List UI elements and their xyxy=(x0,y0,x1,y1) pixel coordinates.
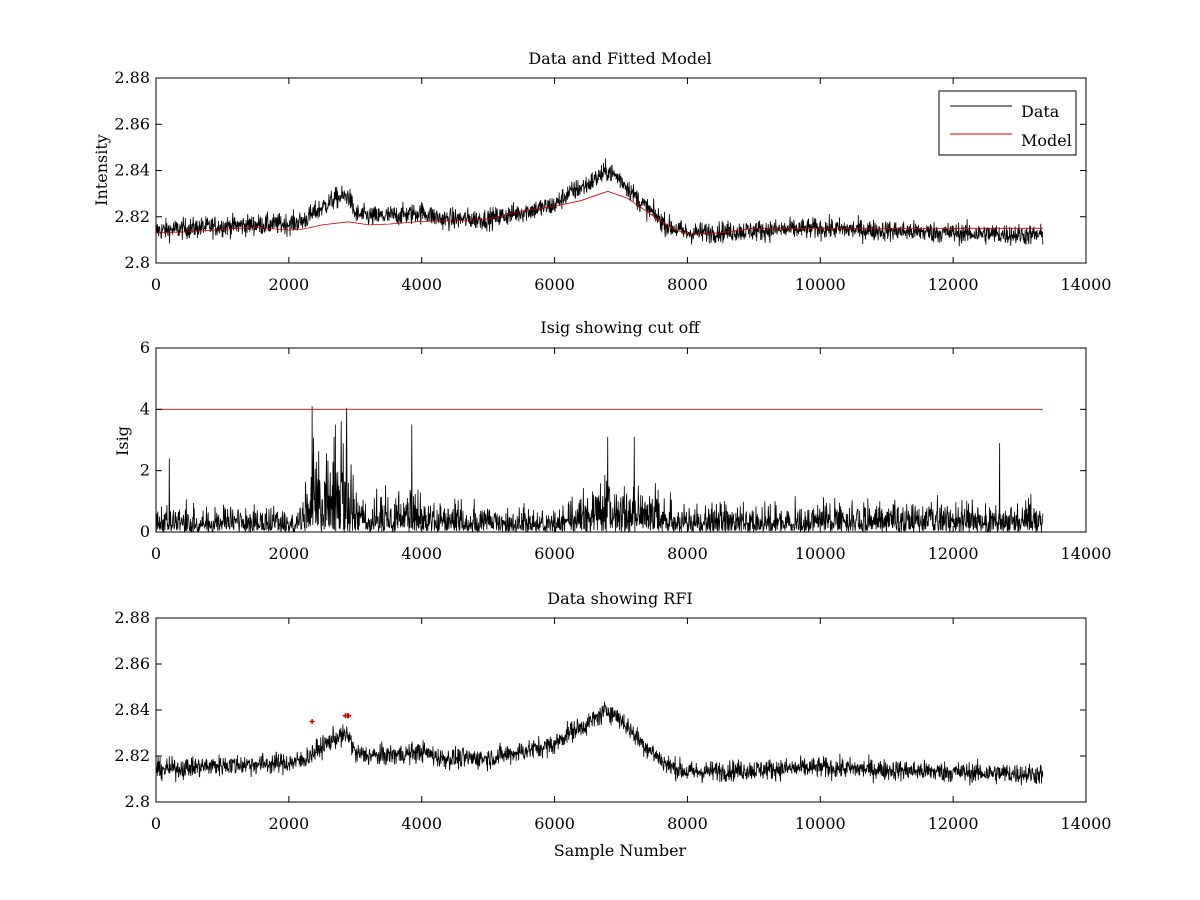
panel-title: Data showing RFI xyxy=(547,589,692,608)
panel-title: Isig showing cut off xyxy=(540,318,701,337)
y-tick-label: 2.84 xyxy=(114,161,150,180)
series-line-data xyxy=(156,158,1044,247)
y-tick-label: 6 xyxy=(140,338,150,357)
panel-data-showing-rfi: Data showing RFI 0 2000 4000 6000 8000 10000 1… xyxy=(114,589,1111,833)
y-tick-label: 2.8 xyxy=(125,253,150,272)
panel-title: Data and Fitted Model xyxy=(528,49,711,68)
x-tick-label: 8000 xyxy=(667,544,708,563)
rfi-marker xyxy=(309,719,315,724)
x-tick-label: 0 xyxy=(151,275,161,294)
y-tick-label: 0 xyxy=(140,522,150,541)
x-tick-label: 4000 xyxy=(401,544,442,563)
x-tick-label: 10000 xyxy=(795,814,846,833)
x-tick-label: 12000 xyxy=(928,275,979,294)
x-tick-label: 8000 xyxy=(667,814,708,833)
legend: Data Model xyxy=(938,90,1077,156)
y-tick-label: 2.84 xyxy=(114,700,150,719)
x-tick-label: 0 xyxy=(151,814,161,833)
y-tick-label: 2.88 xyxy=(114,68,150,87)
axes: 0 2000 4000 6000 8000 10000 12000 14000 2.8 2.82 2… xyxy=(114,68,1111,294)
x-tick-label: 14000 xyxy=(1061,814,1112,833)
plot-area xyxy=(156,406,1044,532)
x-tick-label: 6000 xyxy=(534,814,575,833)
x-tick-label: 4000 xyxy=(401,275,442,294)
y-axis-label: Isig xyxy=(113,426,132,456)
x-tick-label: 8000 xyxy=(667,275,708,294)
x-tick-label: 2000 xyxy=(268,544,309,563)
x-tick-label: 2000 xyxy=(268,814,309,833)
panel-data-and-fitted-model: Data and Fitted Model Intensity 0 2000 400… xyxy=(92,49,1111,294)
x-tick-label: 2000 xyxy=(268,275,309,294)
plot-area xyxy=(156,701,1044,786)
legend-label-model: Model xyxy=(1021,131,1072,150)
x-tick-label: 0 xyxy=(151,544,161,563)
rfi-marker xyxy=(346,713,352,719)
y-tick-label: 2.82 xyxy=(114,746,150,765)
y-axis-label: Intensity xyxy=(92,134,111,206)
x-tick-label: 4000 xyxy=(401,814,442,833)
axes: 0 2000 4000 6000 8000 10000 12000 14000 0 2 4 6 xyxy=(140,338,1112,563)
x-tick-label: 6000 xyxy=(534,544,575,563)
series-line-model xyxy=(156,190,1043,235)
legend-box xyxy=(938,90,1077,156)
legend-label-data: Data xyxy=(1021,102,1060,121)
y-tick-label: 2 xyxy=(140,461,150,480)
y-tick-label: 2.86 xyxy=(114,654,150,673)
x-tick-label: 6000 xyxy=(534,275,575,294)
x-tick-label: 10000 xyxy=(795,544,846,563)
x-tick-label: 12000 xyxy=(928,814,979,833)
y-tick-label: 2.8 xyxy=(125,792,150,811)
axes-frame xyxy=(155,347,1087,533)
axes: 0 2000 4000 6000 8000 10000 12000 14000 2.8 2.82 2… xyxy=(114,608,1111,833)
panel-isig-showing-cut-off: Isig showing cut off Isig 0 2000 4000 6000 8… xyxy=(113,318,1111,563)
x-tick-label: 14000 xyxy=(1061,544,1112,563)
x-axis-label: Sample Number xyxy=(554,841,687,860)
y-tick-label: 2.86 xyxy=(114,114,150,133)
y-tick-label: 2.88 xyxy=(114,608,150,627)
x-tick-label: 12000 xyxy=(928,544,979,563)
x-tick-label: 10000 xyxy=(795,275,846,294)
series-line-isig xyxy=(156,406,1044,532)
plot-area xyxy=(156,158,1044,247)
series-line-data xyxy=(156,701,1044,786)
x-tick-label: 14000 xyxy=(1061,275,1112,294)
y-tick-label: 4 xyxy=(140,399,150,418)
y-tick-label: 2.82 xyxy=(114,207,150,226)
